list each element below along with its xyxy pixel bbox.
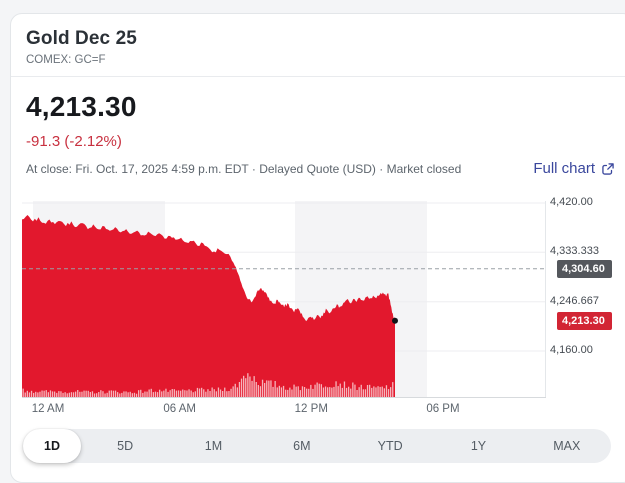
- quote-section: 4,213.30 -91.3 (-2.12%) At close: Fri. O…: [11, 77, 625, 177]
- range-tab-1d[interactable]: 1D: [23, 429, 81, 463]
- y-axis-label: 4,246.667: [550, 294, 599, 307]
- y-axis-label: 4,160.00: [550, 344, 593, 356]
- quote-meta-row: At close: Fri. Oct. 17, 2025 4:59 p.m. E…: [26, 160, 618, 177]
- full-chart-link[interactable]: Full chart: [533, 160, 615, 177]
- last-price: 4,213.30: [26, 91, 137, 122]
- quote-meta: At close: Fri. Oct. 17, 2025 4:59 p.m. E…: [26, 161, 462, 176]
- range-tab-5d[interactable]: 5D: [117, 439, 134, 453]
- x-axis-label: 12 PM: [294, 403, 328, 415]
- quote-header: Gold Dec 25 COMEX: GC=F: [11, 14, 625, 76]
- range-tabbar: 1D 5D 1M 6M YTD 1Y MAX: [23, 429, 611, 463]
- previous-close-badge: 4,304.60: [557, 259, 612, 278]
- page-title: Gold Dec 25: [26, 28, 137, 49]
- price-chart[interactable]: 4,420.00 4,333.333 4,246.667 4,160.00 4,304…: [11, 196, 625, 422]
- exchange-symbol: COMEX: GC=F: [26, 54, 106, 66]
- x-axis-label: 06 AM: [163, 403, 196, 415]
- last-price-badge: 4,213.30: [557, 311, 612, 330]
- price-change: -91.3 (-2.12%): [26, 133, 122, 150]
- chart-plot[interactable]: [22, 201, 546, 398]
- range-tab-1m[interactable]: 1M: [204, 439, 223, 453]
- divider: [11, 76, 625, 77]
- range-tab-1y[interactable]: 1Y: [470, 439, 487, 453]
- y-axis-label: 4,333.333: [550, 245, 599, 258]
- range-tab-max[interactable]: MAX: [553, 439, 581, 453]
- y-axis-label: 4,420.00: [550, 196, 593, 208]
- range-tab-6m[interactable]: 6M: [293, 439, 311, 453]
- external-link-icon: [602, 162, 614, 175]
- x-axis-label: 12 AM: [31, 403, 65, 415]
- full-chart-label: Full chart: [533, 160, 595, 177]
- quote-card: Gold Dec 25 COMEX: GC=F 4,213.30 -91.3 (…: [10, 13, 625, 483]
- page-background: { "header": { "title": "Gold Dec 25", "e…: [0, 0, 625, 464]
- x-axis-label: 06 PM: [426, 403, 460, 415]
- range-tab-ytd[interactable]: YTD: [377, 439, 403, 453]
